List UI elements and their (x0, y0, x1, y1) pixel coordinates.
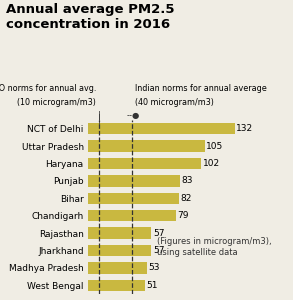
Bar (88, 140, 205, 152)
Text: 132: 132 (236, 124, 253, 133)
Text: Indian norms for annual average: Indian norms for annual average (135, 84, 267, 93)
Text: (Figures in microgram/m3),
using satellite data: (Figures in microgram/m3), using satelli… (157, 237, 271, 257)
Text: 82: 82 (181, 194, 192, 203)
Text: --●: --● (127, 111, 140, 120)
Text: 79: 79 (177, 211, 189, 220)
Text: |: | (98, 111, 100, 120)
Text: 51: 51 (146, 281, 158, 290)
Text: (40 microgram/m3): (40 microgram/m3) (135, 98, 214, 106)
Bar (88, 175, 180, 187)
Text: (10 microgram/m3): (10 microgram/m3) (17, 98, 96, 106)
Bar (88, 262, 147, 274)
Bar (88, 158, 201, 169)
Text: Annual average PM2.5
concentration in 2016: Annual average PM2.5 concentration in 20… (6, 3, 174, 31)
Text: 102: 102 (203, 159, 220, 168)
Bar (88, 245, 151, 256)
Bar (88, 193, 179, 204)
Bar (88, 280, 144, 291)
Text: 105: 105 (206, 142, 224, 151)
Bar (88, 227, 151, 239)
Text: |: | (97, 114, 100, 124)
Text: WHO norms for annual avg.: WHO norms for annual avg. (0, 84, 96, 93)
Bar (88, 210, 176, 221)
Text: 53: 53 (149, 263, 160, 272)
Bar (88, 123, 235, 134)
Text: 57: 57 (153, 229, 164, 238)
Text: 57: 57 (153, 246, 164, 255)
Text: 83: 83 (182, 176, 193, 185)
